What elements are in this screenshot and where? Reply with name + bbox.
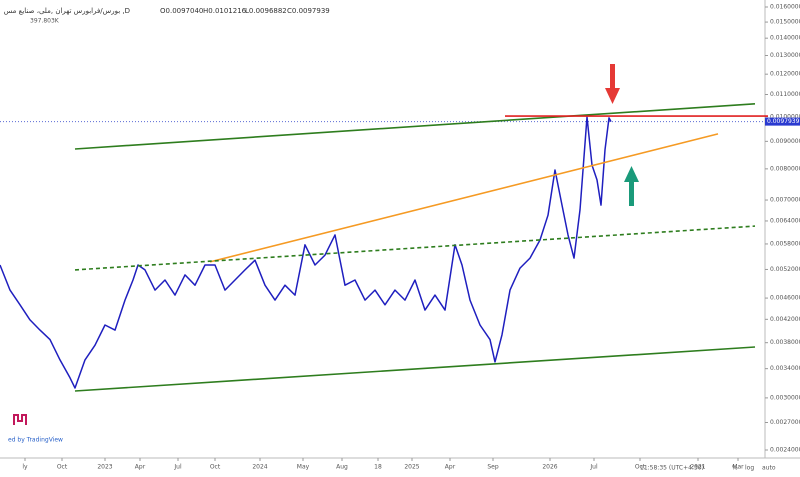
y-tick-label: 0.0042000 [770,316,800,323]
x-tick-label: May [297,464,310,471]
trendline [209,133,719,263]
watermark: ed by TradingView [8,437,63,444]
x-tick-label: Aug [336,464,348,471]
y-tick-label: 0.0046000 [770,295,800,302]
y-tick-label: 0.0038000 [770,339,800,346]
status-percent[interactable]: % [732,465,738,472]
volume-label: 397.803K [30,18,60,25]
y-tick-label: 0.0058000 [770,240,800,247]
x-tick-label: Apr [135,464,146,471]
status-time: 11:58:35 (UTC+4:30) [640,465,704,472]
y-tick-label: 0.0024000 [770,447,800,454]
x-tick-label: ly [22,464,28,471]
price-line [0,116,612,389]
y-tick-label: 0.0064000 [770,217,800,224]
ohlc-close: C0.0097939 [287,7,330,15]
status-bar: 11:58:35 (UTC+4:30) % log auto [640,465,776,472]
y-tick-label: 0.0140000 [770,35,800,42]
ohlc-high: H0.0101216 [203,7,247,15]
x-tick-label: 18 [374,464,382,471]
status-log[interactable]: log [745,465,754,472]
trendline [74,103,756,150]
x-tick-label: Sep [487,464,499,471]
x-tick-label: 2023 [97,464,112,471]
x-tick-label: Oct [210,464,221,471]
x-tick-label: Oct [57,464,68,471]
x-tick-label: Jul [173,464,182,471]
y-tick-label: 0.0030000 [770,394,800,401]
last-price-label: 0.0097939 [767,118,800,125]
x-tick-label: 2026 [542,464,557,471]
logo [13,414,27,425]
status-auto[interactable]: auto [762,465,776,472]
chart-title: بورس/فرابورس تهران ,ملی، صنایع مس ,D [4,7,130,15]
y-tick-label: 0.0080000 [770,165,800,172]
trendline [74,225,756,271]
y-tick-label: 0.0150000 [770,19,800,26]
x-tick-label: 2025 [404,464,419,471]
y-tick-label: 0.0090000 [770,138,800,145]
y-tick-label: 0.0110000 [770,91,800,98]
ohlc-open: O0.0097040 [160,7,203,15]
down-arrow [605,64,620,104]
up-arrow [624,166,639,206]
y-tick-label: 0.0027000 [770,419,800,426]
y-tick-label: 0.0130000 [770,52,800,59]
y-tick-label: 0.0052000 [770,266,800,273]
y-tick-label: 0.0100000 [770,113,800,120]
x-tick-label: 2024 [252,464,267,471]
y-tick-label: 0.0160000 [770,4,800,11]
last-price-box [765,117,800,126]
ohlc-low: L0.0096882 [245,7,287,15]
y-tick-label: 0.0070000 [770,197,800,204]
x-tick-label: Jul [589,464,598,471]
x-tick-label: 2021 [690,464,705,471]
x-tick-label: Mar [732,464,744,471]
y-tick-label: 0.0120000 [770,71,800,78]
trendline [74,346,756,392]
x-tick-label: Oct [635,464,646,471]
x-tick-label: Apr [445,464,456,471]
y-tick-label: 0.0034000 [770,365,800,372]
